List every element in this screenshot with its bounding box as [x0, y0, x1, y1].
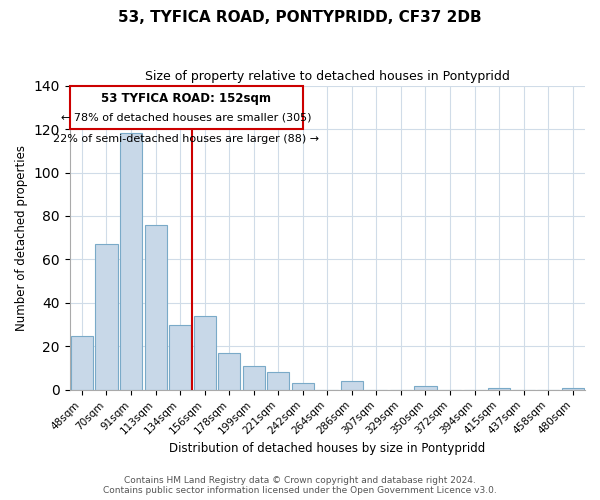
Text: Contains HM Land Registry data © Crown copyright and database right 2024.
Contai: Contains HM Land Registry data © Crown c… — [103, 476, 497, 495]
Bar — [71, 336, 93, 390]
Bar — [95, 244, 118, 390]
FancyBboxPatch shape — [70, 86, 303, 129]
Text: 22% of semi-detached houses are larger (88) →: 22% of semi-detached houses are larger (… — [53, 134, 319, 144]
Bar — [169, 324, 191, 390]
Title: Size of property relative to detached houses in Pontypridd: Size of property relative to detached ho… — [145, 70, 510, 83]
Bar — [488, 388, 510, 390]
X-axis label: Distribution of detached houses by size in Pontypridd: Distribution of detached houses by size … — [169, 442, 485, 455]
Bar — [242, 366, 265, 390]
Text: 53 TYFICA ROAD: 152sqm: 53 TYFICA ROAD: 152sqm — [101, 92, 271, 104]
Bar — [341, 381, 363, 390]
Bar — [194, 316, 215, 390]
Text: 53, TYFICA ROAD, PONTYPRIDD, CF37 2DB: 53, TYFICA ROAD, PONTYPRIDD, CF37 2DB — [118, 10, 482, 25]
Y-axis label: Number of detached properties: Number of detached properties — [15, 144, 28, 330]
Bar — [562, 388, 584, 390]
Bar — [267, 372, 289, 390]
Bar — [292, 384, 314, 390]
Bar — [415, 386, 437, 390]
Bar — [120, 134, 142, 390]
Bar — [145, 224, 167, 390]
Text: ← 78% of detached houses are smaller (305): ← 78% of detached houses are smaller (30… — [61, 113, 311, 123]
Bar — [218, 353, 240, 390]
